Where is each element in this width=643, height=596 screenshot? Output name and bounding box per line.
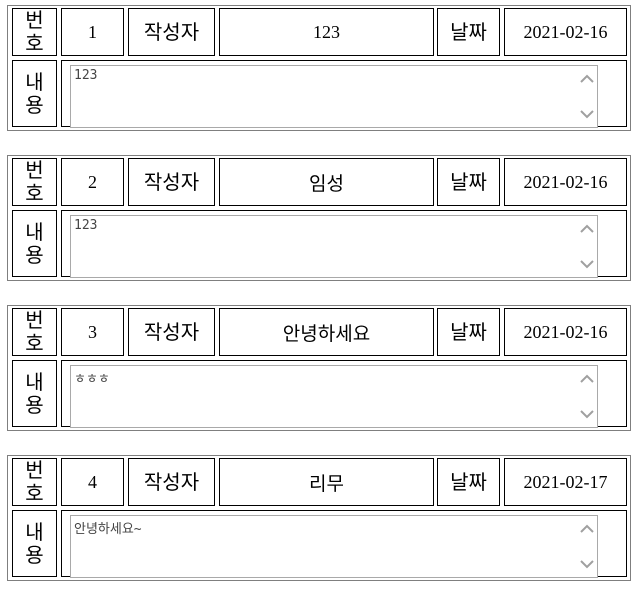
post-table: 번 호 1 작성자 123 날짜 2021-02-16 내 용: [7, 5, 631, 131]
number-label-line-1: 번: [25, 8, 44, 32]
post-table: 번 호 2 작성자 임성 날짜 2021-02-16 내 용 1: [7, 155, 631, 281]
number-label-line-2: 호: [25, 31, 44, 55]
post-date-value: 2021-02-16: [523, 171, 608, 192]
scroll-up-icon[interactable]: [579, 371, 595, 387]
post-author-value: 임성: [309, 172, 344, 195]
post-date: 2021-02-16: [504, 158, 627, 206]
content-label-line-1: 내: [25, 69, 44, 94]
date-label: 날짜: [437, 308, 500, 356]
content-label: 내 용: [12, 510, 57, 577]
content-label-line-1: 내: [25, 369, 44, 394]
content-label: 내 용: [12, 210, 57, 277]
content-text: ㅎㅎㅎ: [74, 372, 110, 387]
post-author-value: 123: [313, 21, 340, 42]
content-label-line-1: 내: [25, 519, 44, 544]
author-label: 작성자: [128, 8, 215, 56]
number-label-line-1: 번: [25, 458, 44, 482]
number-label-line-2: 호: [25, 181, 44, 205]
post-number-value: 2: [88, 171, 97, 192]
post-date: 2021-02-17: [504, 458, 627, 506]
post-date-value: 2021-02-17: [523, 471, 608, 492]
content-cell: 123: [61, 210, 627, 278]
content-label-line-2: 용: [25, 392, 44, 417]
date-label-text: 날짜: [450, 170, 487, 194]
author-label: 작성자: [128, 158, 215, 206]
post-number: 3: [61, 308, 124, 356]
post-date: 2021-02-16: [504, 8, 627, 56]
content-label-line-2: 용: [25, 542, 44, 567]
number-label-line-2: 호: [25, 481, 44, 505]
number-label-line-1: 번: [25, 308, 44, 332]
content-textarea[interactable]: 안녕하세요~: [70, 515, 598, 578]
author-label-text: 작성자: [143, 320, 200, 344]
scroll-up-icon[interactable]: [579, 71, 595, 87]
post-author: 리무: [219, 458, 434, 506]
content-textarea[interactable]: 123: [70, 65, 598, 128]
date-label-text: 날짜: [450, 320, 487, 344]
post-table: 번 호 3 작성자 안녕하세요 날짜 2021-02-16 내 용: [7, 305, 631, 431]
date-label-text: 날짜: [450, 470, 487, 494]
scroll-up-icon[interactable]: [579, 221, 595, 237]
scroll-down-icon[interactable]: [579, 406, 595, 422]
date-label: 날짜: [437, 458, 500, 506]
post-number-value: 4: [88, 471, 97, 492]
content-cell: ㅎㅎㅎ: [61, 360, 627, 428]
date-label: 날짜: [437, 8, 500, 56]
content-label-line-1: 내: [25, 219, 44, 244]
author-label: 작성자: [128, 308, 215, 356]
content-label-line-2: 용: [25, 242, 44, 267]
post-author: 123: [219, 8, 434, 56]
date-label: 날짜: [437, 158, 500, 206]
post-number-value: 1: [88, 21, 97, 42]
scroll-down-icon[interactable]: [579, 256, 595, 272]
post-date: 2021-02-16: [504, 308, 627, 356]
content-text: 안녕하세요~: [74, 522, 142, 537]
number-label: 번 호: [12, 8, 57, 56]
post-author: 임성: [219, 158, 434, 206]
post-number: 2: [61, 158, 124, 206]
number-label: 번 호: [12, 308, 57, 356]
scroll-down-icon[interactable]: [579, 106, 595, 122]
content-text: 123: [74, 218, 98, 233]
content-label-line-2: 용: [25, 92, 44, 117]
post-author-value: 리무: [309, 472, 344, 495]
post-author-value: 안녕하세요: [282, 322, 371, 345]
post-number: 4: [61, 458, 124, 506]
number-label-line-2: 호: [25, 331, 44, 355]
content-label: 내 용: [12, 360, 57, 427]
number-label: 번 호: [12, 458, 57, 506]
post-author: 안녕하세요: [219, 308, 434, 356]
post-date-value: 2021-02-16: [523, 21, 608, 42]
scroll-down-icon[interactable]: [579, 556, 595, 572]
content-cell: 123: [61, 60, 627, 128]
post-date-value: 2021-02-16: [523, 321, 608, 342]
scroll-up-icon[interactable]: [579, 521, 595, 537]
author-label: 작성자: [128, 458, 215, 506]
author-label-text: 작성자: [143, 170, 200, 194]
content-textarea[interactable]: ㅎㅎㅎ: [70, 365, 598, 428]
content-label: 내 용: [12, 60, 57, 127]
author-label-text: 작성자: [143, 20, 200, 44]
post-number-value: 3: [88, 321, 97, 342]
post-number: 1: [61, 8, 124, 56]
content-textarea[interactable]: 123: [70, 215, 598, 278]
post-table: 번 호 4 작성자 리무 날짜 2021-02-17 내 용 안: [7, 455, 631, 581]
date-label-text: 날짜: [450, 20, 487, 44]
number-label-line-1: 번: [25, 158, 44, 182]
content-cell: 안녕하세요~: [61, 510, 627, 578]
content-text: 123: [74, 68, 98, 83]
author-label-text: 작성자: [143, 470, 200, 494]
number-label: 번 호: [12, 158, 57, 206]
